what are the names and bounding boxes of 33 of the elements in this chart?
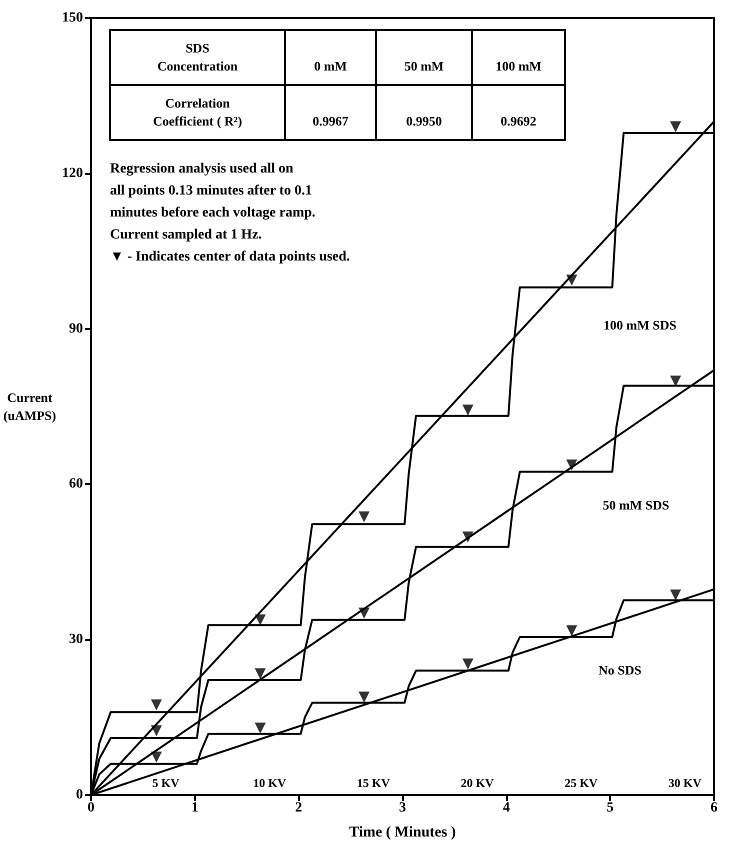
annotation: 50 mM xyxy=(404,58,444,74)
x-tick-label: 2 xyxy=(295,800,302,816)
annotation: 25 KV xyxy=(564,776,598,790)
annotation: 100 mM SDS xyxy=(604,318,676,332)
x-tick-label: 6 xyxy=(710,800,718,816)
x-tick-label: 5 xyxy=(606,800,614,816)
y-tick-label: 120 xyxy=(62,166,83,181)
x-axis-title: Time ( Minutes ) xyxy=(349,824,456,840)
annotation: 0 mM xyxy=(314,58,347,74)
annotation: 5 KV xyxy=(152,776,180,790)
annotation: 50 mM SDS xyxy=(602,498,670,512)
annotation: 10 KV xyxy=(253,776,286,790)
y-axis-title: Current (uAMPS) xyxy=(3,390,56,423)
y-tick-label: 30 xyxy=(69,632,83,648)
y-tick-label: 150 xyxy=(62,10,83,26)
annotation: 30 KV xyxy=(668,776,702,790)
x-tick-label: 0 xyxy=(88,800,94,816)
annotation: 0.9967 xyxy=(312,114,349,128)
annotation: Correlation Coefficient ( R²) xyxy=(152,96,242,128)
annotation: SDS Concentration xyxy=(157,40,238,74)
x-tick-label: 3 xyxy=(399,800,406,816)
y-tick-label: 90 xyxy=(69,321,83,336)
annotation: Regression analysis used all on all points 0.13 minutes after to 0.1 minutes before each voltage ramp. Current sampled at 1 Hz. ▼ - Indicates center of data points used. xyxy=(110,162,350,264)
annotation: 15 KV xyxy=(356,776,390,790)
annotation: 0.9950 xyxy=(406,114,442,128)
y-tick-label: 0 xyxy=(76,788,83,802)
annotation: 20 KV xyxy=(460,776,494,790)
annotation: 0.9692 xyxy=(500,114,536,128)
annotation: 100 mM xyxy=(496,58,542,74)
x-tick-label: 4 xyxy=(502,800,510,816)
y-tick-label: 60 xyxy=(69,476,83,492)
x-tick-label: 1 xyxy=(191,800,198,816)
annotation: No SDS xyxy=(598,662,642,678)
